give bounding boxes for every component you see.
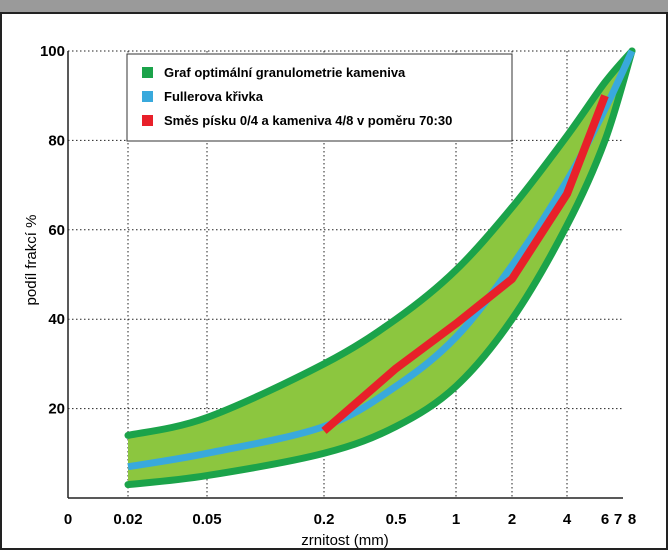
band-upper-boundary bbox=[124, 47, 636, 439]
y-axis-title: podíl frakcí % bbox=[23, 215, 40, 306]
x-tick-label: 1 bbox=[452, 511, 460, 528]
x-tick-label: 0.2 bbox=[314, 511, 335, 528]
x-tick-label: 2 bbox=[508, 511, 516, 528]
top-bar bbox=[0, 0, 668, 13]
y-tick-label: 100 bbox=[40, 43, 65, 60]
x-tick-labels: 0 0.02 0.05 0.2 0.5 1 2 4 6 7 8 bbox=[64, 511, 636, 528]
x-tick-label: 8 bbox=[628, 511, 636, 528]
legend-label: Fullerova křivka bbox=[164, 89, 264, 104]
y-tick-label: 20 bbox=[48, 401, 65, 418]
legend-swatch bbox=[142, 67, 153, 78]
y-tick-label: 40 bbox=[48, 311, 65, 328]
x-axis-title: zrnitost (mm) bbox=[301, 532, 389, 549]
x-tick-label: 4 bbox=[563, 511, 572, 528]
y-tick-labels: 20 40 60 80 100 bbox=[40, 43, 65, 418]
band-lower-boundary bbox=[124, 47, 636, 489]
legend-box bbox=[126, 53, 513, 142]
legend-label: Graf optimální granulometrie kameniva bbox=[164, 65, 406, 80]
legend-swatch bbox=[142, 115, 153, 126]
x-tick-label: 0.5 bbox=[386, 511, 407, 528]
axes bbox=[67, 51, 623, 499]
x-tick-label: 6 bbox=[601, 511, 609, 528]
x-tick-label: 0.05 bbox=[192, 511, 221, 528]
y-tick-label: 60 bbox=[48, 222, 65, 239]
x-tick-label: 7 bbox=[614, 511, 622, 528]
legend-label: Směs písku 0/4 a kameniva 4/8 v poměru 7… bbox=[164, 113, 452, 128]
x-tick-label: 0 bbox=[64, 511, 72, 528]
legend: Graf optimální granulometrie kameniva Ful… bbox=[126, 53, 513, 142]
legend-swatch bbox=[142, 91, 153, 102]
x-tick-label: 0.02 bbox=[113, 511, 142, 528]
y-tick-label: 80 bbox=[48, 132, 65, 149]
series-layer bbox=[127, 49, 636, 471]
series-line-mix bbox=[321, 94, 609, 434]
